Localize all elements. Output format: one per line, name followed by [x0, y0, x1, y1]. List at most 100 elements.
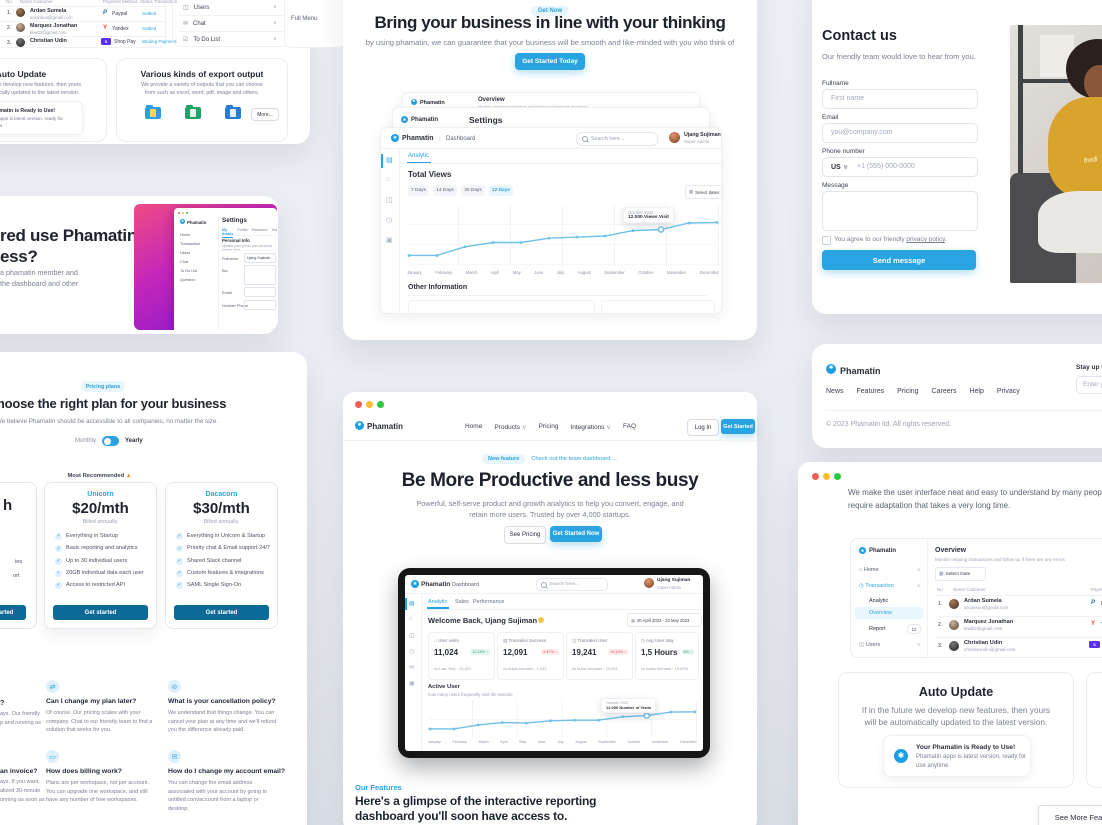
rail-home-icon[interactable]: ⌂	[386, 176, 391, 183]
tab-sales[interactable]: Sales	[455, 599, 469, 605]
minimize-icon[interactable]	[366, 401, 373, 408]
menu-item-users[interactable]: ◫ Users	[183, 4, 210, 12]
rail-home-icon[interactable]: ⌂	[409, 616, 413, 622]
email-input[interactable]: you@company.com	[822, 123, 978, 143]
sidebar-item-chat[interactable]: Chat	[180, 259, 189, 264]
status-link[interactable]: Waiting Payment	[142, 39, 177, 44]
tab-team[interactable]: Team	[271, 228, 277, 232]
get-started-today-button[interactable]: Get Started Today	[515, 53, 585, 70]
date-range-picker[interactable]: ▦ 20 April 2023 - 23 May 2023	[627, 613, 702, 627]
close-icon[interactable]	[178, 212, 181, 215]
sidebar-item-report[interactable]: Report	[869, 626, 886, 632]
see-pricing-button[interactable]: See Pricing	[504, 526, 546, 544]
tab-my-details[interactable]: My details	[222, 228, 234, 238]
search-input[interactable]: Search here...	[536, 578, 608, 591]
tab-password[interactable]: Password	[251, 228, 268, 232]
nav-pricing[interactable]: Pricing	[538, 423, 559, 430]
avatar[interactable]	[644, 578, 654, 588]
search-icon	[582, 136, 588, 142]
status-link[interactable]: Settled	[142, 26, 157, 31]
newsletter-email-input[interactable]: Enter your email	[1076, 376, 1102, 394]
login-button[interactable]: Log In	[687, 419, 719, 436]
nav-integrations[interactable]: Integrations ∨	[570, 424, 611, 431]
sidebar-item-todo[interactable]: To Do List	[180, 268, 198, 273]
zoom-icon[interactable]	[377, 401, 384, 408]
pdf-export-icon[interactable]	[225, 105, 241, 119]
footer-link-privacy[interactable]: Privacy	[996, 388, 1020, 395]
select-date-button[interactable]: ▦ Select Date	[935, 567, 986, 581]
rail-settings-icon[interactable]: ▣	[409, 681, 415, 687]
sidebar-item-home[interactable]: ⌂ Home	[859, 567, 879, 573]
sidebar-item-users[interactable]: ◫ Users	[859, 642, 881, 648]
footer-link-pricing[interactable]: Pricing	[897, 388, 919, 395]
phone-input[interactable]: US ∨ +1 (555) 000-0000	[822, 157, 978, 177]
nav-home[interactable]: Home	[465, 423, 483, 430]
excel-export-icon[interactable]	[145, 105, 161, 119]
notification-box: ✱ Your Phamatin is Ready to Use! Phamati…	[883, 735, 1031, 777]
see-more-feature-button[interactable]: See More Feature	[1038, 805, 1102, 825]
get-started-button[interactable]: Get started	[0, 605, 26, 620]
sidebar-item-transaction[interactable]: Transaction	[180, 241, 201, 246]
get-started-button[interactable]: Get started	[174, 605, 269, 620]
send-message-button[interactable]: Send message	[822, 250, 976, 270]
sidebar-item-transaction[interactable]: ◷ Transaction	[859, 583, 894, 589]
avatar[interactable]	[669, 132, 680, 143]
tab-profile[interactable]: Profile	[237, 228, 248, 232]
zoom-icon[interactable]	[186, 212, 189, 215]
tab-analytic[interactable]: Analytic	[408, 153, 430, 159]
sidebar-item-analytic[interactable]: Analytic	[869, 598, 889, 604]
footer-link-careers[interactable]: Careers	[931, 388, 957, 395]
tab-analytic[interactable]: Analytic	[428, 599, 448, 605]
get-started-now-button[interactable]: Get Started Now	[550, 526, 602, 542]
card-body: from such as excel, word, pdf, image and…	[144, 90, 260, 96]
nav-products[interactable]: Products ∨	[494, 424, 527, 431]
filter-7-days[interactable]: 7 Days	[408, 185, 429, 196]
close-icon[interactable]	[355, 401, 362, 408]
filter-12-days-active[interactable]: 12 Days	[489, 185, 513, 196]
sidebar-item-question[interactable]: Question	[180, 277, 196, 282]
menu-item-todo[interactable]: ☑ To Do List	[183, 36, 221, 44]
word-export-icon[interactable]	[185, 105, 201, 119]
rail-mail-icon[interactable]: ✉	[409, 665, 415, 671]
get-started-button[interactable]: Get Started	[721, 419, 755, 434]
country-select[interactable]: US ∨	[831, 164, 849, 171]
sidebar-item-home[interactable]: Home	[180, 232, 191, 237]
search-input[interactable]: Search here...	[576, 132, 658, 146]
minimize-icon[interactable]	[823, 473, 830, 480]
cancellation-icon: ⊘	[168, 680, 181, 693]
billing-toggle[interactable]	[102, 436, 119, 446]
sidebar-item-users[interactable]: Users	[180, 250, 191, 255]
zoom-icon[interactable]	[834, 473, 841, 480]
email-input[interactable]	[244, 287, 276, 297]
rail-reports-icon[interactable]: ◫	[409, 633, 415, 639]
rail-analytics-icon[interactable]: ▤	[409, 601, 415, 607]
get-started-button[interactable]: Get started	[53, 605, 148, 620]
tab-performance[interactable]: Performance	[473, 599, 505, 605]
select-dates-button[interactable]: ▦ Select dates	[685, 185, 721, 199]
footer-link-help[interactable]: Help	[969, 388, 984, 395]
rail-reports-icon[interactable]: ◫	[386, 197, 393, 204]
footer-link-features[interactable]: Features	[856, 388, 885, 395]
phone-input[interactable]	[244, 300, 276, 310]
message-textarea[interactable]	[822, 191, 978, 231]
rail-settings-icon[interactable]: ▣	[386, 237, 393, 244]
sidebar-item-overview-active[interactable]: Overview	[855, 607, 923, 619]
fullname-input[interactable]: Ujang Sujiman	[244, 253, 276, 263]
filter-30-days[interactable]: 30 Days	[461, 185, 485, 196]
feature-link[interactable]: Check out the team dashboard →	[531, 456, 618, 462]
close-icon[interactable]	[812, 473, 819, 480]
footer-link-news[interactable]: News	[826, 388, 844, 395]
filter-14-days[interactable]: 14 Days	[433, 185, 457, 196]
agree-checkbox[interactable]	[822, 236, 831, 245]
more-button[interactable]: More...	[251, 108, 279, 121]
nav-faq[interactable]: FAQ	[623, 423, 637, 430]
rail-history-icon[interactable]: ◷	[386, 217, 393, 224]
fullname-input[interactable]: First name	[822, 89, 978, 109]
privacy-policy-link[interactable]: privacy policy	[906, 236, 945, 243]
minimize-icon[interactable]	[182, 212, 185, 215]
status-link[interactable]: Settled	[142, 11, 157, 16]
rail-history-icon[interactable]: ◷	[409, 649, 415, 655]
bio-input[interactable]	[244, 265, 276, 285]
menu-item-chat[interactable]: ✉ Chat	[183, 20, 206, 28]
rail-analytics-icon[interactable]: ▤	[386, 157, 393, 164]
